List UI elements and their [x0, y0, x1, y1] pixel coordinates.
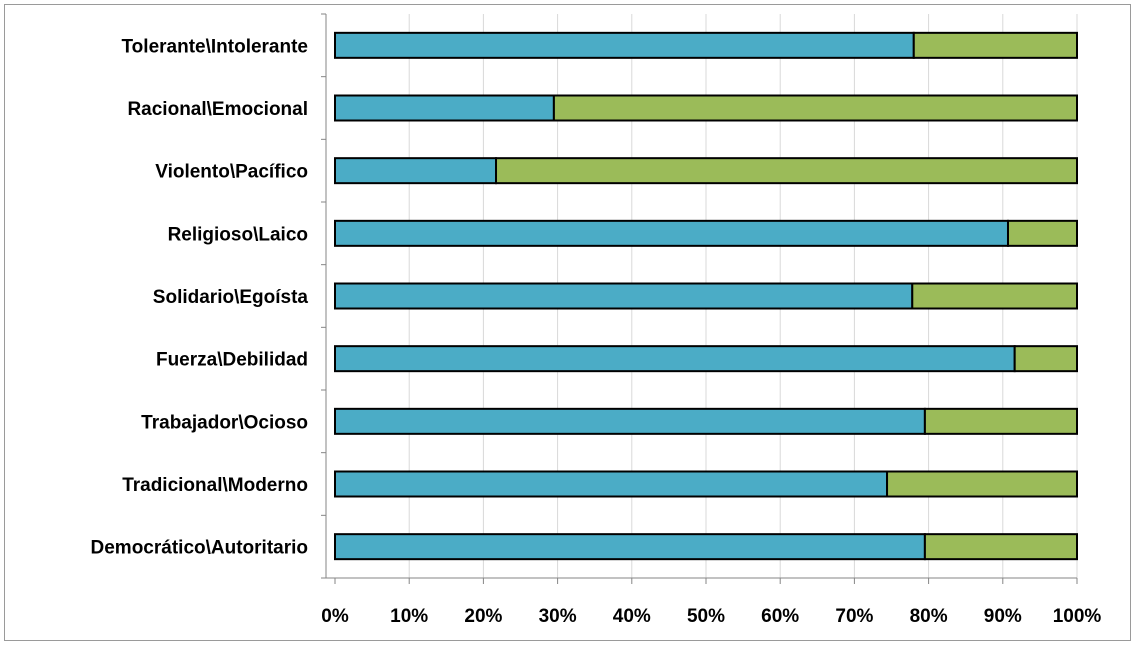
x-tick-label: 40%	[613, 606, 651, 627]
x-tick-label: 60%	[761, 606, 799, 627]
bar-segment-series-2	[552, 94, 1078, 122]
x-tick-label: 20%	[464, 606, 502, 627]
bar-segment-series-2	[886, 470, 1078, 498]
category-label: Tradicional\Moderno	[122, 475, 308, 496]
labels: 0% 10% 20% 30% 40% 50% 60% 70% 80% 90% 100% Toleran…	[91, 36, 1102, 627]
category-label: Trabajador\Ocioso	[141, 412, 308, 433]
x-tick-label: 30%	[539, 606, 577, 627]
bar-segment-series-2	[1006, 219, 1079, 247]
bar-segment-series-1	[334, 533, 926, 561]
category-label: Fuerza\Debilidad	[156, 350, 308, 371]
bar-segment-series-1	[334, 470, 889, 498]
bar-segment-series-2	[923, 407, 1079, 435]
bar-segment-series-2	[1013, 345, 1078, 373]
x-tick-label: 10%	[390, 606, 428, 627]
category-label: Solidario\Egoísta	[153, 287, 309, 308]
category-label: Tolerante\Intolerante	[121, 36, 308, 57]
bar-segment-series-2	[923, 533, 1079, 561]
bar-segment-series-1	[334, 219, 1009, 247]
category-label: Democrático\Autoritario	[91, 538, 308, 559]
x-tick-label: 50%	[687, 606, 725, 627]
x-tick-label: 100%	[1053, 606, 1102, 627]
bar-segment-series-1	[334, 157, 498, 185]
bar-segment-series-1	[334, 31, 915, 59]
category-label: Violento\Pacífico	[155, 162, 308, 183]
axes	[321, 13, 1078, 584]
category-label: Religioso\Laico	[168, 224, 308, 245]
bars	[334, 31, 1079, 561]
bar-segment-series-1	[334, 407, 926, 435]
x-tick-label: 90%	[984, 606, 1022, 627]
x-tick-label: 80%	[910, 606, 948, 627]
category-label: Racional\Emocional	[127, 99, 308, 120]
bar-segment-series-2	[911, 282, 1078, 310]
bar-segment-series-1	[334, 94, 555, 122]
x-tick-label: 70%	[835, 606, 873, 627]
bar-segment-series-2	[912, 31, 1079, 59]
bar-segment-series-1	[334, 282, 914, 310]
bar-segment-series-2	[495, 157, 1079, 185]
bar-segment-series-1	[334, 345, 1016, 373]
x-tick-label: 0%	[321, 606, 349, 627]
